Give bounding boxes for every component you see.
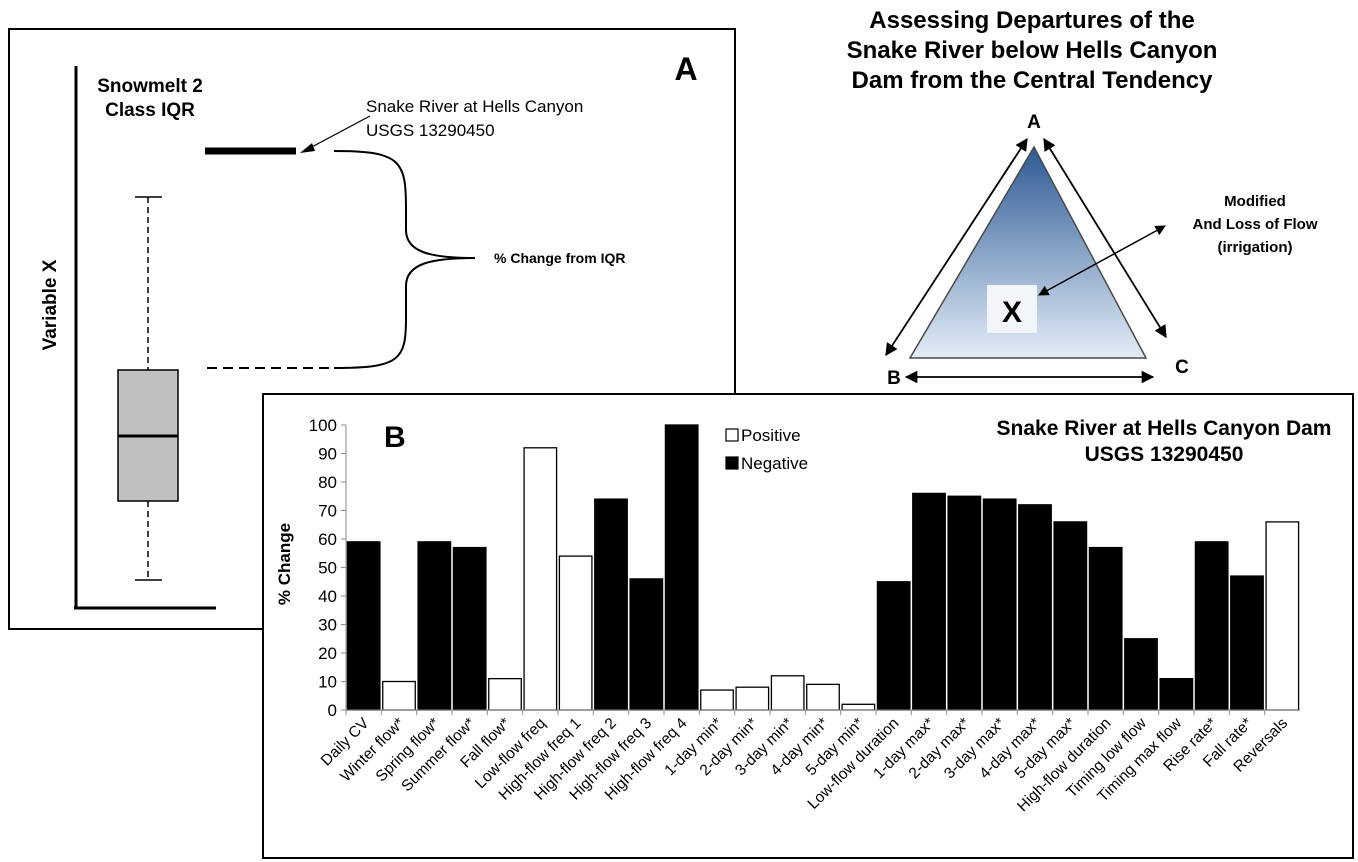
bar [1230, 575, 1264, 711]
brace-label: % Change from IQR [494, 250, 625, 266]
curly-brace [333, 150, 476, 369]
bars [346, 424, 1300, 711]
bar [1194, 541, 1229, 711]
annotation-line2: USGS 13290450 [366, 121, 495, 140]
bar [1159, 677, 1194, 711]
panel-c: Assessing Departures of the Snake River … [770, 0, 1350, 390]
panel-a-title-line1: Snowmelt 2 [97, 76, 203, 97]
panel-a-title-line2: Class IQR [105, 100, 195, 121]
bar [1124, 638, 1158, 711]
y-tick-label: 60 [318, 530, 337, 549]
vertex-c-label: C [1175, 357, 1189, 378]
bar [1053, 521, 1088, 711]
bar [629, 578, 664, 711]
annotation-arrow [307, 115, 371, 150]
legend: Positive Negative [725, 426, 808, 473]
bar [523, 447, 558, 711]
y-axis-label: % Change [275, 523, 294, 605]
panel-b: B Snake River at Hells Canyon Dam USGS 1… [262, 393, 1354, 859]
legend-label: Negative [741, 454, 808, 473]
note-line3: (irrigation) [1218, 239, 1293, 256]
y-tick-label: 70 [318, 502, 337, 521]
chart-subtitle: USGS 13290450 [1085, 443, 1244, 466]
bar [382, 680, 416, 711]
edge-arrow-ab [885, 137, 1028, 357]
bar [841, 703, 876, 711]
y-tick-label: 20 [318, 644, 337, 663]
y-tick-label: 10 [318, 673, 337, 692]
legend-swatch [725, 428, 739, 442]
y-tick-label: 80 [318, 473, 337, 492]
vertex-b-label: B [887, 368, 901, 389]
bar [912, 492, 946, 711]
panel-c-title-line2: Snake River below Hells Canyon [847, 37, 1218, 64]
bar [947, 495, 982, 711]
legend-swatch [725, 456, 739, 470]
y-tick-label: 40 [318, 587, 337, 606]
y-axis: 0 10 20 30 40 50 60 70 80 90 100 [309, 416, 347, 720]
note-line2: And Loss of Flow [1193, 216, 1318, 233]
modification-arrow [1038, 225, 1166, 296]
panel-c-figure: Assessing Departures of the Snake River … [847, 7, 1318, 389]
legend-label: Positive [741, 426, 801, 445]
bar [417, 541, 452, 711]
panel-b-letter: B [384, 421, 406, 454]
bar [770, 675, 805, 711]
bar [1265, 521, 1300, 711]
bar [735, 686, 770, 711]
annotation-line1: Snake River at Hells Canyon [366, 97, 583, 116]
bar [700, 689, 734, 711]
bar [806, 683, 840, 711]
bar-chart: B Snake River at Hells Canyon Dam USGS 1… [275, 416, 1332, 815]
y-tick-label: 0 [328, 701, 337, 720]
arrowhead-icon [300, 143, 315, 153]
bar [1088, 546, 1123, 711]
bar [1018, 504, 1052, 711]
bar [876, 581, 911, 711]
panel-c-title-line3: Dam from the Central Tendency [852, 67, 1214, 94]
bar [982, 498, 1017, 711]
panel-a-letter: A [674, 51, 697, 87]
bar [488, 677, 522, 711]
box-plot [117, 196, 179, 581]
note-line1: Modified [1224, 193, 1286, 210]
vertex-a-label: A [1027, 112, 1041, 133]
bar [558, 555, 593, 711]
bar [452, 546, 487, 711]
panel-a-y-axis-label: Variable X [40, 259, 61, 350]
bar [346, 541, 381, 711]
y-tick-label: 100 [309, 416, 337, 435]
bar [664, 424, 699, 711]
y-tick-label: 30 [318, 616, 337, 635]
bar [594, 498, 628, 711]
panel-a-figure: Snowmelt 2 Class IQR A Variable X Snake … [40, 51, 698, 610]
y-tick-label: 90 [318, 445, 337, 464]
chart-title: Snake River at Hells Canyon Dam [997, 417, 1332, 440]
marker-x: X [1002, 296, 1022, 329]
panel-c-title-line1: Assessing Departures of the [869, 7, 1194, 34]
y-tick-label: 50 [318, 559, 337, 578]
